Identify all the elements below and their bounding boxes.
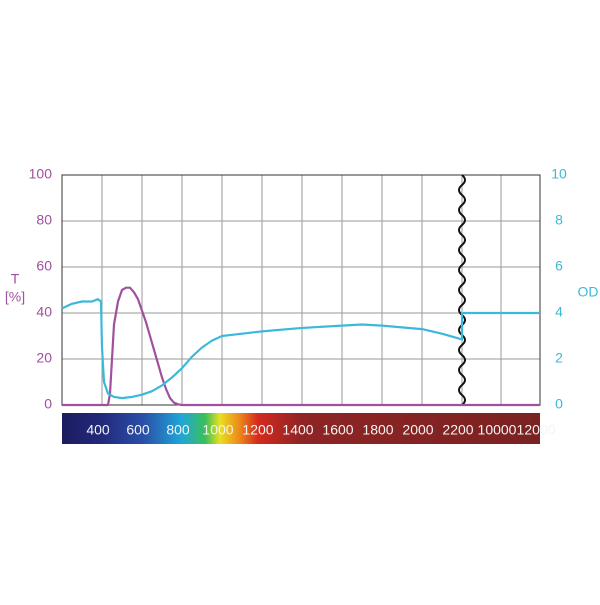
y2-tick-label: 4 — [555, 304, 563, 320]
y-tick-label: 20 — [36, 350, 52, 366]
x-tick-label: 1600 — [322, 422, 353, 438]
x-tick-label: 1200 — [242, 422, 273, 438]
x-tick-label: 2000 — [402, 422, 433, 438]
x-tick-label: 600 — [126, 422, 150, 438]
y-tick-label: 80 — [36, 212, 52, 228]
y2-axis-label: OD — [578, 284, 599, 300]
y2-tick-label: 0 — [555, 396, 563, 412]
y-tick-label: 40 — [36, 304, 52, 320]
y2-tick-label: 8 — [555, 212, 563, 228]
axis-break — [458, 174, 466, 406]
spectrum-bar — [62, 413, 540, 444]
y2-tick-label: 6 — [555, 258, 563, 274]
x-tick-label: 12000 — [517, 422, 556, 438]
x-tick-label: 800 — [166, 422, 190, 438]
x-tick-label: 2200 — [442, 422, 473, 438]
y-axis-label: [%] — [5, 289, 25, 305]
x-tick-label: 10000 — [478, 422, 517, 438]
y-tick-label: 60 — [36, 258, 52, 274]
x-tick-label: 400 — [86, 422, 110, 438]
x-tick-label: 1000 — [202, 422, 233, 438]
y-tick-label: 0 — [44, 396, 52, 412]
y-tick-label: 100 — [29, 166, 53, 182]
x-tick-label: 1400 — [282, 422, 313, 438]
y2-tick-label: 10 — [551, 166, 567, 182]
data-line — [62, 286, 540, 407]
plot-frame — [61, 174, 541, 406]
y2-tick-label: 2 — [555, 350, 563, 366]
x-tick-label: 1800 — [362, 422, 393, 438]
y-axis-label: T — [11, 271, 20, 287]
data-line — [61, 298, 540, 400]
